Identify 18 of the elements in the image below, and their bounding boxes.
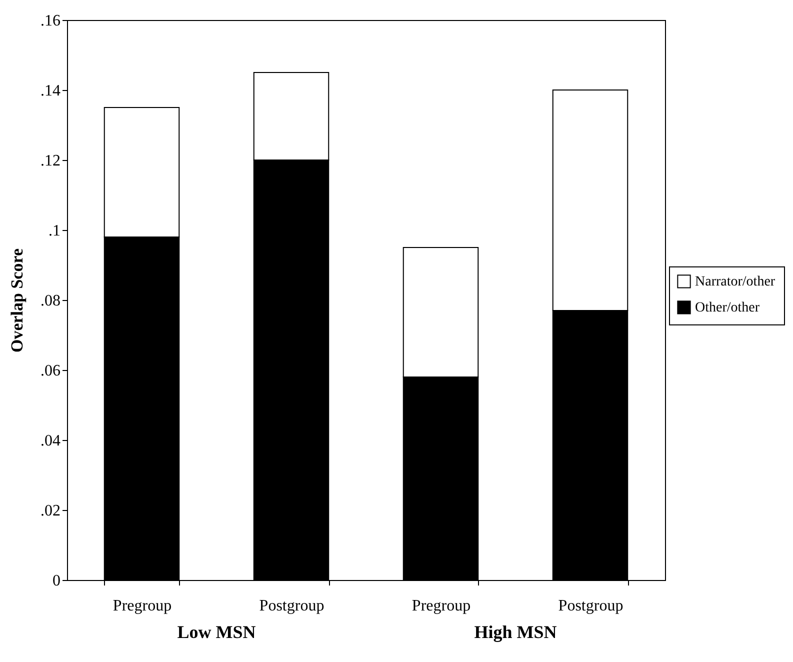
y-tick-label: .1 <box>48 222 60 240</box>
x-tick-label: Postgroup <box>259 598 324 614</box>
y-tick-label: .12 <box>40 152 60 170</box>
y-tick-label: .06 <box>40 362 60 380</box>
x-tick-label: Pregroup <box>112 598 172 614</box>
y-tick-label: 0 <box>52 572 60 590</box>
y-tick-label: .16 <box>40 12 60 30</box>
legend-label: Other/other <box>695 300 760 316</box>
x-tick-label: Pregroup <box>412 598 471 614</box>
y-tick-label: .04 <box>40 432 60 450</box>
legend-label: Narrator/other <box>695 274 776 290</box>
y-tick-label: .02 <box>40 502 60 520</box>
y-tick-label: .14 <box>40 82 60 100</box>
text: Low MSN <box>177 622 256 642</box>
y-tick-label: .08 <box>40 292 60 310</box>
x-tick-label: Postgroup <box>558 598 624 614</box>
text: High MSN <box>474 622 557 642</box>
y-axis-title: Overlap Score <box>8 248 26 353</box>
